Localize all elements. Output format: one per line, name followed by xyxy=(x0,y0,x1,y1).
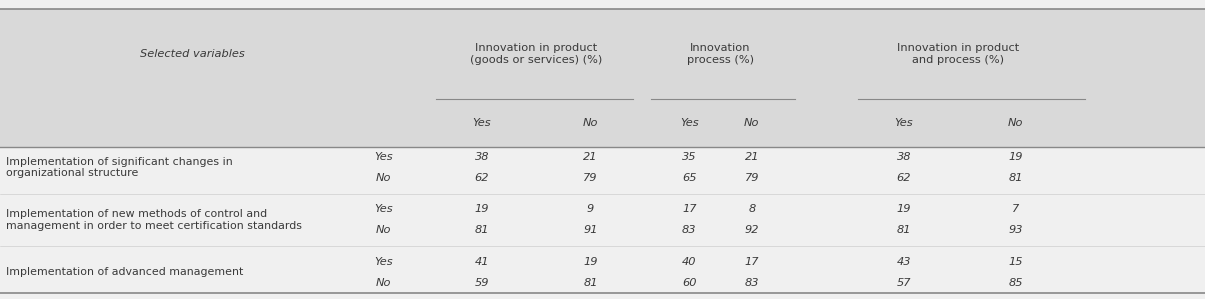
Text: Implementation of significant changes in
organizational structure: Implementation of significant changes in… xyxy=(6,157,233,178)
Text: Yes: Yes xyxy=(374,152,393,162)
Text: Implementation of advanced management: Implementation of advanced management xyxy=(6,267,243,277)
Text: 8: 8 xyxy=(748,204,756,214)
Text: 35: 35 xyxy=(682,152,696,162)
Text: No: No xyxy=(376,225,390,235)
Text: 21: 21 xyxy=(745,152,759,162)
Text: 17: 17 xyxy=(745,257,759,267)
Text: No: No xyxy=(745,118,759,128)
Text: Yes: Yes xyxy=(894,118,913,128)
Text: 19: 19 xyxy=(475,204,489,214)
Text: Yes: Yes xyxy=(680,118,699,128)
Text: 81: 81 xyxy=(583,277,598,288)
Text: 19: 19 xyxy=(1009,152,1023,162)
FancyBboxPatch shape xyxy=(0,147,1205,293)
Text: No: No xyxy=(376,277,390,288)
Text: 85: 85 xyxy=(1009,277,1023,288)
Text: 17: 17 xyxy=(682,204,696,214)
Text: Yes: Yes xyxy=(472,118,492,128)
Text: 15: 15 xyxy=(1009,257,1023,267)
Text: Innovation in product
(goods or services) (%): Innovation in product (goods or services… xyxy=(470,43,602,65)
Text: 7: 7 xyxy=(1012,204,1019,214)
Text: No: No xyxy=(376,173,390,183)
Text: 41: 41 xyxy=(475,257,489,267)
Text: No: No xyxy=(583,118,598,128)
Text: 62: 62 xyxy=(475,173,489,183)
Text: 62: 62 xyxy=(897,173,911,183)
Text: 83: 83 xyxy=(682,225,696,235)
Text: Innovation
process (%): Innovation process (%) xyxy=(687,43,754,65)
Text: Selected variables: Selected variables xyxy=(141,49,245,59)
Text: 83: 83 xyxy=(745,277,759,288)
Text: 38: 38 xyxy=(475,152,489,162)
Text: 60: 60 xyxy=(682,277,696,288)
Text: 65: 65 xyxy=(682,173,696,183)
Text: 92: 92 xyxy=(745,225,759,235)
Text: Innovation in product
and process (%): Innovation in product and process (%) xyxy=(897,43,1019,65)
Text: 81: 81 xyxy=(475,225,489,235)
Text: 57: 57 xyxy=(897,277,911,288)
Text: 79: 79 xyxy=(745,173,759,183)
Text: 19: 19 xyxy=(897,204,911,214)
Text: 79: 79 xyxy=(583,173,598,183)
Text: 21: 21 xyxy=(583,152,598,162)
Text: 9: 9 xyxy=(587,204,594,214)
FancyBboxPatch shape xyxy=(0,9,1205,147)
Text: Yes: Yes xyxy=(374,257,393,267)
Text: 81: 81 xyxy=(1009,173,1023,183)
Text: Yes: Yes xyxy=(374,204,393,214)
Text: 81: 81 xyxy=(897,225,911,235)
Text: 91: 91 xyxy=(583,225,598,235)
Text: 93: 93 xyxy=(1009,225,1023,235)
Text: No: No xyxy=(1009,118,1023,128)
Text: 38: 38 xyxy=(897,152,911,162)
Text: 40: 40 xyxy=(682,257,696,267)
Text: 59: 59 xyxy=(475,277,489,288)
Text: 43: 43 xyxy=(897,257,911,267)
Text: Implementation of new methods of control and
management in order to meet certifi: Implementation of new methods of control… xyxy=(6,209,302,231)
Text: 19: 19 xyxy=(583,257,598,267)
